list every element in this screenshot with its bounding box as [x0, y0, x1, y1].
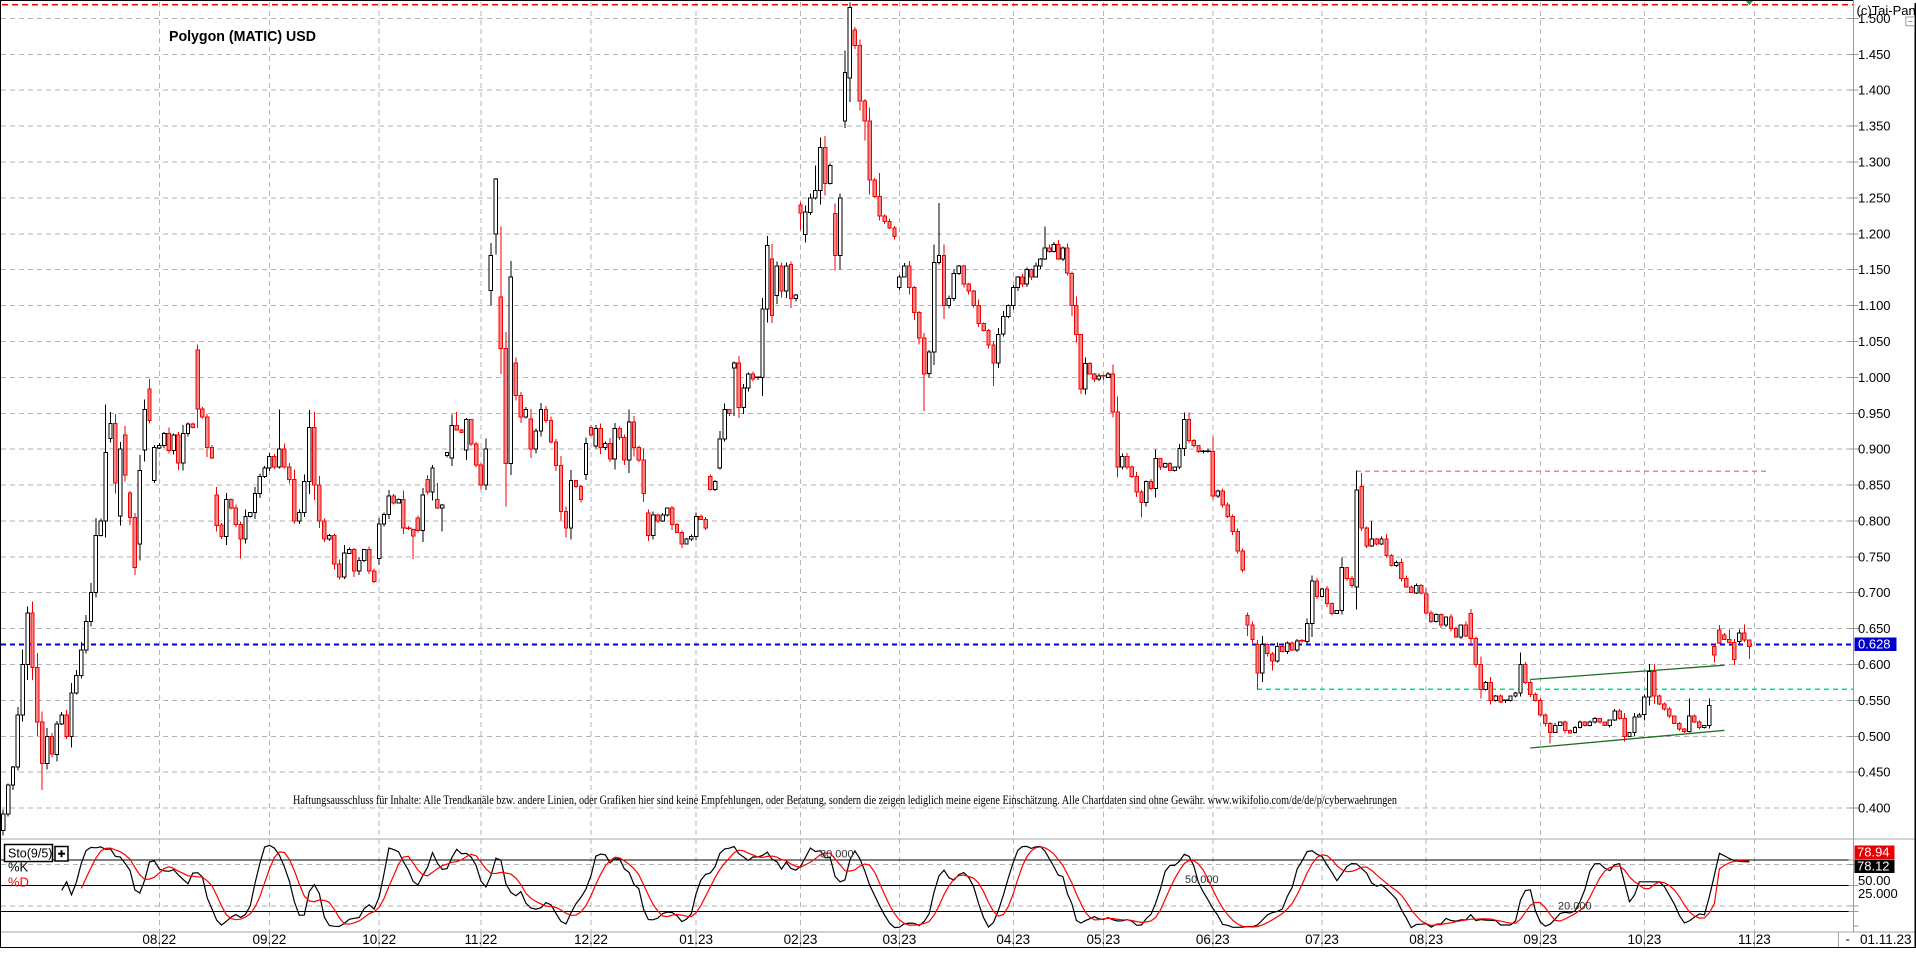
svg-text:1.500: 1.500	[1858, 11, 1891, 26]
svg-text:78.12: 78.12	[1857, 858, 1890, 873]
svg-text:0.950: 0.950	[1858, 406, 1891, 421]
svg-text:11.23: 11.23	[1738, 932, 1771, 947]
svg-text:20.000: 20.000	[1558, 901, 1592, 913]
svg-text:11.22: 11.22	[465, 932, 498, 947]
svg-text:1.350: 1.350	[1858, 119, 1891, 134]
svg-text:Haftungsausschluss für Inhalte: Haftungsausschluss für Inhalte: Alle Tre…	[293, 793, 1398, 807]
svg-text:01.23: 01.23	[679, 932, 713, 947]
svg-text:0.450: 0.450	[1858, 765, 1891, 780]
svg-text:25.000: 25.000	[1858, 886, 1898, 901]
svg-text:Polygon (MATIC) USD: Polygon (MATIC) USD	[169, 28, 316, 45]
svg-text:0.800: 0.800	[1858, 513, 1891, 528]
svg-text:0.750: 0.750	[1858, 549, 1891, 564]
svg-text:10.23: 10.23	[1628, 932, 1662, 947]
svg-text:1.250: 1.250	[1858, 190, 1891, 205]
svg-text:1.400: 1.400	[1858, 83, 1891, 98]
svg-text:50.000: 50.000	[1185, 874, 1219, 886]
svg-text:12.22: 12.22	[574, 932, 608, 947]
svg-text:(c)Tai-Pan: (c)Tai-Pan	[1857, 3, 1916, 18]
svg-text:08.22: 08.22	[142, 932, 176, 947]
svg-text:0.400: 0.400	[1858, 801, 1891, 816]
svg-text:78.94: 78.94	[1857, 844, 1890, 859]
svg-text:1.050: 1.050	[1858, 334, 1891, 349]
svg-text:0.900: 0.900	[1858, 442, 1891, 457]
svg-text:0.600: 0.600	[1858, 657, 1891, 672]
svg-text:0.700: 0.700	[1858, 585, 1891, 600]
svg-text:1.150: 1.150	[1858, 262, 1891, 277]
svg-text:-: -	[1846, 932, 1850, 947]
svg-text:0.550: 0.550	[1858, 693, 1891, 708]
svg-text:0.850: 0.850	[1858, 478, 1891, 493]
svg-text:09.22: 09.22	[253, 932, 287, 947]
svg-text:50.00: 50.00	[1858, 873, 1891, 888]
svg-text:0.650: 0.650	[1858, 621, 1891, 636]
svg-text:%K: %K	[8, 860, 29, 875]
svg-text:1.450: 1.450	[1858, 47, 1891, 62]
svg-text:1.300: 1.300	[1858, 155, 1891, 170]
svg-text:80.000: 80.000	[820, 849, 854, 861]
svg-text:05.23: 05.23	[1087, 932, 1121, 947]
svg-text:06.23: 06.23	[1196, 932, 1230, 947]
svg-text:04.23: 04.23	[996, 932, 1030, 947]
svg-text:1.100: 1.100	[1858, 298, 1891, 313]
svg-text:0.500: 0.500	[1858, 729, 1891, 744]
svg-text:10.22: 10.22	[362, 932, 396, 947]
svg-text:09.23: 09.23	[1523, 932, 1557, 947]
svg-text:%D: %D	[8, 875, 29, 890]
svg-text:03.23: 03.23	[883, 932, 917, 947]
svg-text:Sto(9/5): Sto(9/5)	[8, 847, 52, 861]
svg-text:0.628: 0.628	[1858, 636, 1891, 651]
svg-text:07.23: 07.23	[1305, 932, 1339, 947]
svg-text:1.000: 1.000	[1858, 370, 1891, 385]
svg-text:02.23: 02.23	[784, 932, 818, 947]
svg-text:1.200: 1.200	[1858, 226, 1891, 241]
svg-text:01.11.23: 01.11.23	[1860, 932, 1912, 947]
svg-text:08.23: 08.23	[1409, 932, 1443, 947]
